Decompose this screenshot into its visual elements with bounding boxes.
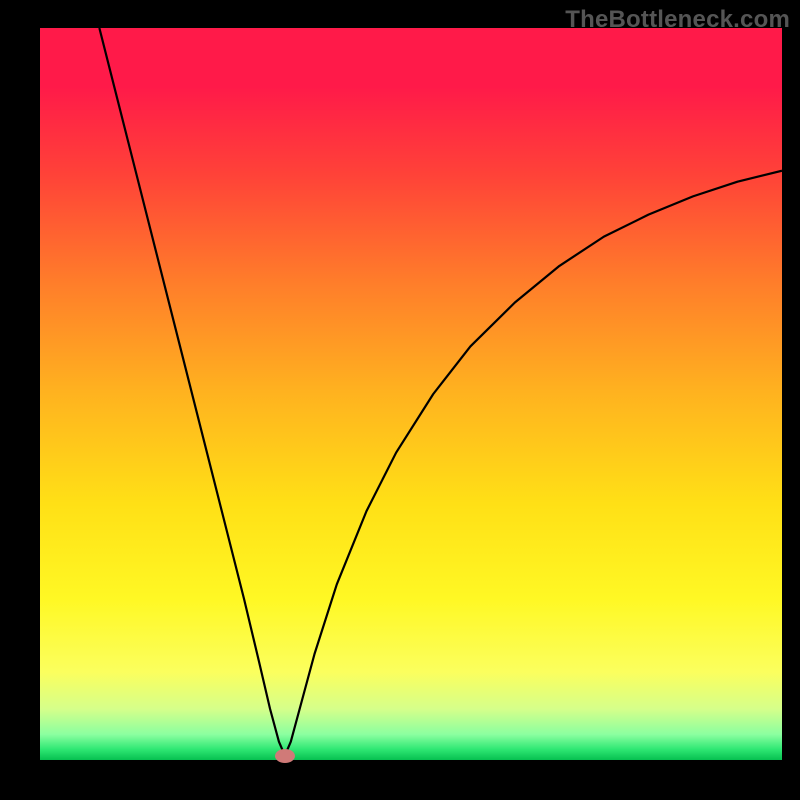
minimum-marker — [275, 749, 295, 763]
chart-frame: TheBottleneck.com — [0, 0, 800, 800]
plot-area — [40, 28, 782, 760]
plot-background-gradient — [40, 28, 782, 760]
